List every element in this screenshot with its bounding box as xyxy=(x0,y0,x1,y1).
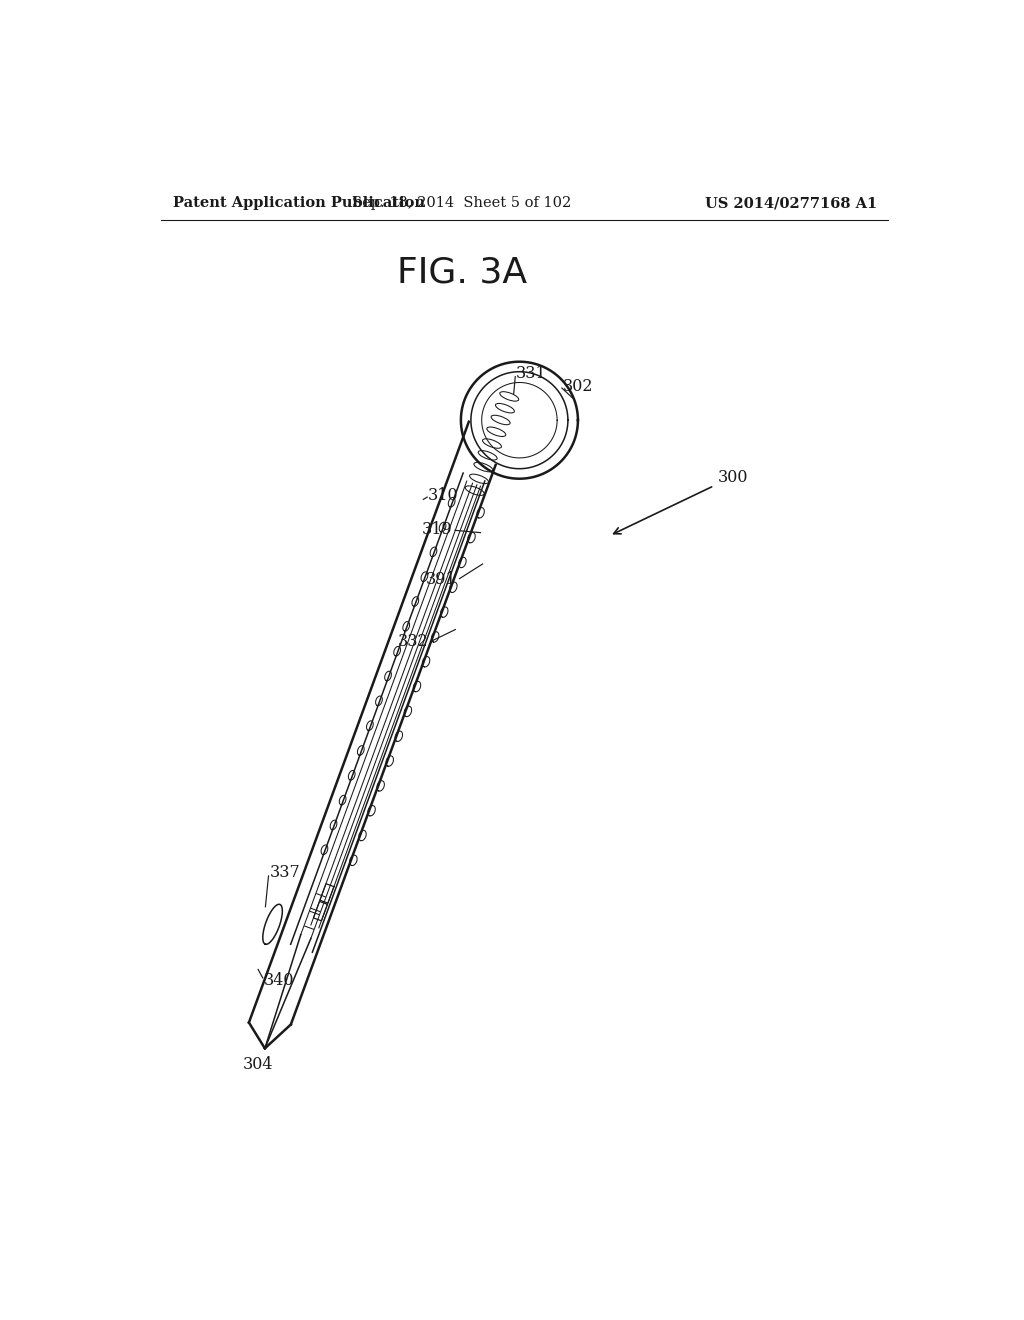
Text: US 2014/0277168 A1: US 2014/0277168 A1 xyxy=(706,197,878,210)
Text: 304: 304 xyxy=(243,1056,273,1073)
Text: 319: 319 xyxy=(422,521,453,539)
Text: 337: 337 xyxy=(270,863,301,880)
Text: 331: 331 xyxy=(515,366,546,381)
Text: 340: 340 xyxy=(263,972,294,989)
Text: 391: 391 xyxy=(426,570,457,587)
Text: 310: 310 xyxy=(428,487,459,504)
Text: 302: 302 xyxy=(562,378,593,395)
Text: 300: 300 xyxy=(717,470,748,487)
Text: FIG. 3A: FIG. 3A xyxy=(396,255,526,289)
Text: Sep. 18, 2014  Sheet 5 of 102: Sep. 18, 2014 Sheet 5 of 102 xyxy=(352,197,571,210)
Text: 332: 332 xyxy=(397,632,428,649)
Text: Patent Application Publication: Patent Application Publication xyxy=(173,197,425,210)
